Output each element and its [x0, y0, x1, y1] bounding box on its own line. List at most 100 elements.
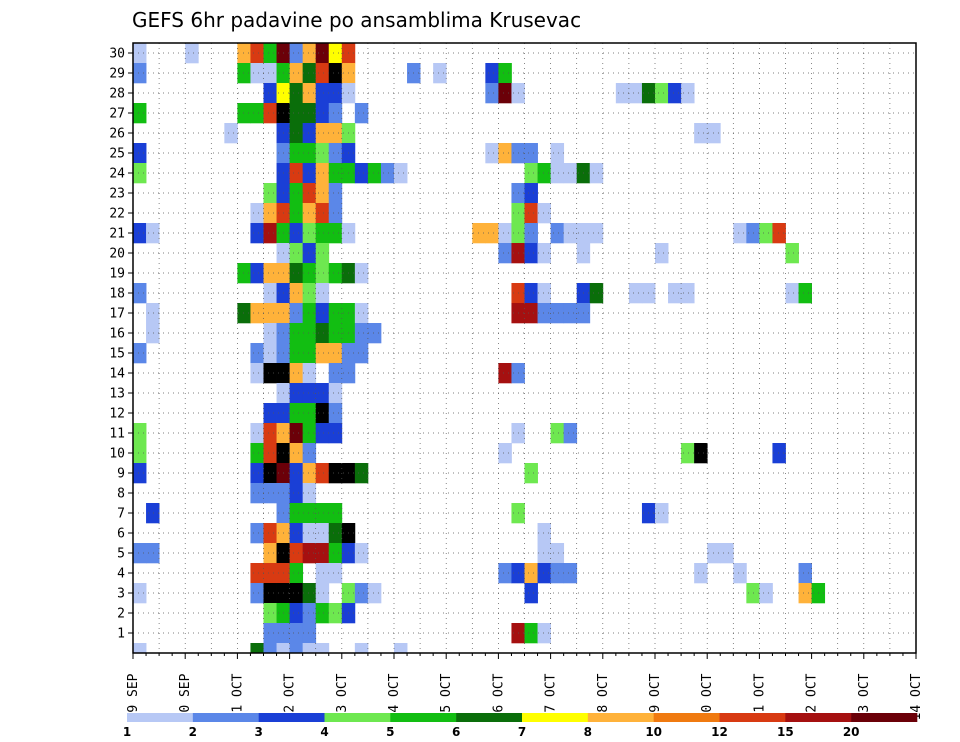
- heatmap-cell: [328, 563, 343, 584]
- heatmap-cell: [289, 163, 304, 184]
- x-tick-label: 08 OCT: [596, 673, 611, 720]
- heatmap-cell: [250, 103, 264, 124]
- heatmap-cell: [668, 283, 682, 304]
- heatmap-cell: [133, 63, 147, 84]
- heatmap-cell: [524, 163, 538, 184]
- heatmap-cell: [550, 143, 565, 164]
- heatmap-cell: [367, 583, 382, 604]
- heatmap-cell: [224, 123, 238, 144]
- heatmap-cell: [250, 263, 264, 284]
- heatmap-cell: [354, 263, 369, 284]
- heatmap-cell: [263, 583, 277, 604]
- heatmap-cell: [681, 83, 695, 104]
- colorbar-label: 5: [386, 725, 394, 739]
- heatmap-cell: [524, 223, 538, 244]
- heatmap-cell: [315, 343, 330, 364]
- heatmap-cell: [550, 303, 565, 324]
- heatmap-cell: [772, 223, 786, 244]
- heatmap-cell: [146, 303, 160, 324]
- colorbar-swatch: [522, 713, 589, 722]
- colorbar-label: 6: [452, 725, 460, 739]
- heatmap-cell: [289, 623, 304, 644]
- heatmap-cell: [498, 143, 512, 164]
- x-tick-label: 03 OCT: [335, 673, 350, 720]
- heatmap-cell: [250, 43, 264, 64]
- colorbar-swatch: [587, 713, 654, 722]
- heatmap-cell: [498, 363, 512, 384]
- heatmap-cell: [589, 163, 604, 184]
- heatmap-cell: [315, 163, 330, 184]
- heatmap-cell: [263, 483, 277, 504]
- heatmap-cell: [550, 543, 565, 564]
- y-tick-label: 23: [109, 187, 125, 202]
- heatmap-cell: [289, 123, 304, 144]
- colorbar-label: 7: [518, 725, 526, 739]
- heatmap-cell: [537, 623, 551, 644]
- heatmap-cell: [733, 223, 747, 244]
- heatmap-cell: [263, 443, 277, 464]
- heatmap-cell: [289, 183, 304, 204]
- heatmap-cell: [315, 123, 330, 144]
- heatmap-cell: [394, 643, 408, 654]
- heatmap-cell: [289, 143, 304, 164]
- heatmap-cell: [250, 483, 264, 504]
- heatmap-cell: [563, 163, 578, 184]
- heatmap-cell: [250, 423, 264, 444]
- colorbar-swatch: [127, 713, 194, 722]
- x-tick-label: 30 SEP: [178, 673, 193, 720]
- y-tick-label: 6: [117, 527, 125, 542]
- heatmap-cell: [315, 423, 330, 444]
- heatmap-cell: [289, 63, 304, 84]
- heatmap-cell: [302, 163, 317, 184]
- x-tick-label: 10 OCT: [700, 673, 715, 720]
- heatmap-cell: [289, 563, 304, 584]
- colorbar-label: 2: [189, 725, 197, 739]
- heatmap-cell: [276, 643, 290, 654]
- heatmap-cell: [563, 563, 578, 584]
- heatmap-cell: [263, 203, 277, 224]
- heatmap-cell: [628, 283, 643, 304]
- heatmap-cell: [315, 463, 330, 484]
- heatmap-cell: [289, 523, 304, 544]
- heatmap-cell: [328, 363, 343, 384]
- heatmap-cell: [133, 283, 147, 304]
- x-tick-label: 14 OCT: [909, 673, 924, 720]
- heatmap-cell: [315, 263, 330, 284]
- heatmap-cell: [328, 603, 343, 624]
- heatmap-cell: [237, 63, 251, 84]
- heatmap-cell: [302, 63, 317, 84]
- y-tick-label: 18: [109, 287, 125, 302]
- y-tick-label: 8: [117, 487, 125, 502]
- heatmap-cell: [759, 223, 773, 244]
- heatmap-cell: [289, 383, 304, 404]
- heatmap-cell: [263, 423, 277, 444]
- colorbar-swatch: [719, 713, 786, 722]
- heatmap-cell: [133, 443, 147, 464]
- heatmap-cell: [263, 623, 277, 644]
- heatmap-cell: [289, 243, 304, 264]
- heatmap-cell: [367, 323, 382, 344]
- heatmap-cell: [328, 163, 343, 184]
- colorbar-label: 1: [123, 725, 131, 739]
- heatmap-cell: [289, 583, 304, 604]
- heatmap-cell: [524, 283, 538, 304]
- heatmap-cell: [328, 463, 343, 484]
- heatmap-cell: [615, 83, 630, 104]
- heatmap-cell: [250, 563, 264, 584]
- heatmap-cell: [146, 503, 160, 524]
- heatmap-cell: [315, 283, 330, 304]
- heatmap-cell: [485, 83, 499, 104]
- colorbar-swatch: [851, 713, 918, 722]
- heatmap-cell: [694, 123, 708, 144]
- colorbar-label: 3: [254, 725, 262, 739]
- heatmap-cell: [315, 103, 330, 124]
- heatmap-cell: [524, 563, 538, 584]
- heatmap-cell: [250, 643, 264, 654]
- heatmap-cell: [302, 203, 317, 224]
- heatmap-cell: [263, 183, 277, 204]
- heatmap-cell: [302, 123, 317, 144]
- heatmap-cell: [498, 243, 512, 264]
- heatmap-cell: [263, 523, 277, 544]
- heatmap-cell: [302, 503, 317, 524]
- x-tick-label: 29 SEP: [126, 673, 141, 720]
